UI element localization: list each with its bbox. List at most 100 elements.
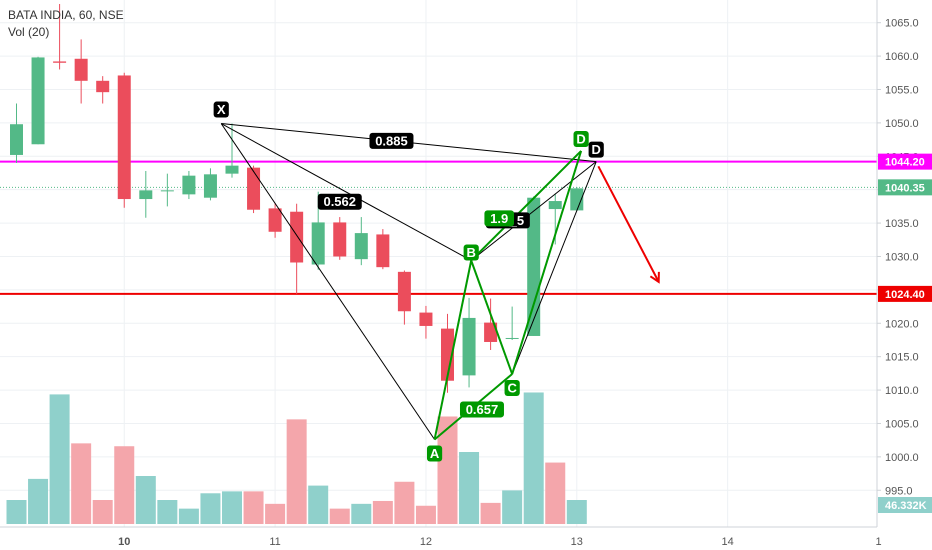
candles [10,3,584,393]
candle [333,217,347,260]
ratio-label: 1.9 [484,210,515,227]
price-tick-label: 1060.0 [885,51,919,63]
candle [419,305,433,339]
volume-bar [178,508,199,524]
volume-bar [394,481,415,524]
candle [484,298,498,350]
point-label-B-text: B [467,245,476,260]
point-label-D-text: D [576,131,585,146]
point-label-D: D [573,130,589,147]
candle [203,168,217,201]
candle [462,297,476,388]
volume-bar [157,500,178,524]
point-label-B-bg [463,244,479,261]
volume-bar [49,394,70,524]
pattern-leg [470,150,582,262]
price-tick-label: 1055.0 [885,84,919,96]
ratio-label: 0.562 [317,193,362,210]
price-tick-label: 1005.0 [885,418,919,430]
price-tick-label: 1050.0 [885,118,919,130]
pattern-leg [220,123,472,261]
candle-body [484,322,498,342]
candle-body [225,165,239,174]
volume-bar [71,443,92,524]
price-tick-label: 995.0 [885,485,913,497]
projection-arrow [597,165,660,284]
pattern-leg [470,161,597,261]
candle-body [117,75,131,200]
candle [354,217,368,266]
candle-body [333,222,347,257]
price-axis: 995.01000.01005.01010.01015.01020.01025.… [876,0,932,550]
candle [53,3,67,70]
time-tick-label: 14 [722,536,734,548]
time-tick-label: 12 [420,536,432,548]
price-tick-label: 1015.0 [885,352,919,364]
candle [376,229,390,270]
candle [182,170,196,200]
point-label-A: A [426,445,443,462]
volume-bar [6,500,27,524]
candle-body [397,271,411,312]
volume-bar [351,503,372,524]
price-tick-label: 1030.0 [885,251,919,263]
ratio-label-bg [369,132,414,149]
arrow-line [597,165,660,283]
ratio-label-text: 0.562 [323,194,356,209]
candle [268,203,282,238]
ratio-label-bg [459,401,504,418]
pattern-leg [220,123,435,440]
volume-bar [222,491,242,524]
candle-body [354,233,368,260]
chart-title: BATA INDIA, 60, NSE [8,8,124,22]
candle [247,165,261,214]
point-label-X-text: X [217,102,226,117]
point-label-C-text: C [507,381,517,396]
volume-bar [329,508,350,524]
volume-bar [200,493,221,524]
candle-body [182,175,196,195]
price-marker-label: 1044.20 [885,157,925,169]
pattern-leg [511,150,583,375]
price-axis-bg [877,0,932,550]
candle [10,103,23,163]
candle-body [548,201,562,210]
candle [139,170,153,218]
candle [160,173,174,207]
candle [225,123,239,178]
time-tick-label: 13 [571,536,583,548]
point-label-D-text: D [591,142,600,157]
point-label-D-bg [588,141,604,158]
pattern-leg [470,260,514,375]
candle-body [96,80,110,93]
price-marker [878,285,932,302]
candle-body [247,167,261,210]
abcd-pattern-green [433,150,583,441]
candle-body [160,190,174,192]
candle [74,39,88,104]
volume-bar [372,500,393,524]
pattern-leg [433,260,473,440]
point-label-C: C [504,380,520,397]
volume-bar [523,392,544,524]
price-tick-label: 1020.0 [885,318,919,330]
volume-bar [502,490,523,524]
time-tick-label: 1 [875,536,881,548]
ratio-label-bg [484,210,515,227]
candle-body [203,174,217,198]
point-label-D: D [588,141,604,158]
point-label-A-bg [426,445,443,462]
point-label-C-bg [504,380,520,397]
candle-body [53,61,67,63]
candle-body [290,211,304,263]
volume-bars [6,392,587,524]
point-label-X: X [213,101,229,118]
volume-marker [878,497,932,513]
candle-body [505,337,519,339]
candle-body [527,197,541,336]
arrow-head [649,271,660,284]
candle [505,306,519,340]
volume-bar [566,500,587,524]
candle [96,76,110,104]
